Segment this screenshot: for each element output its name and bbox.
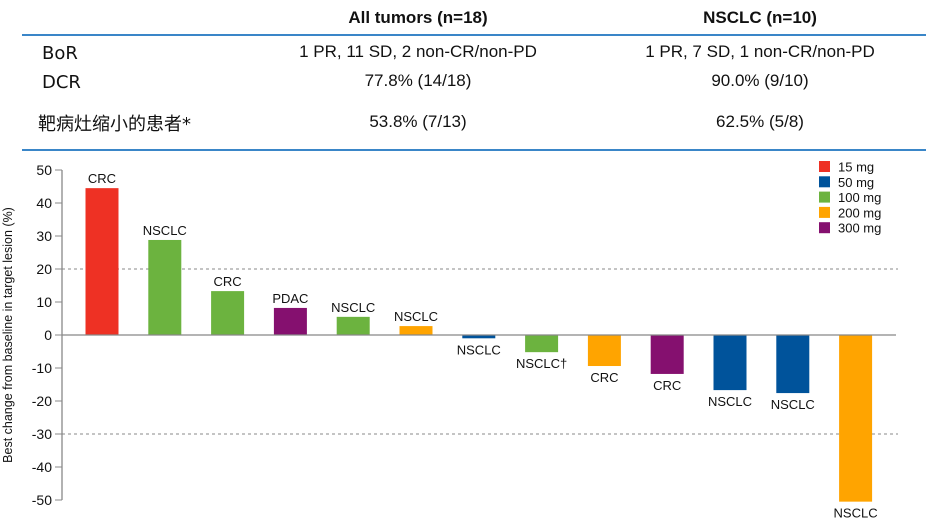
legend-label: 100 mg xyxy=(838,190,881,205)
row-label-bor: BoR xyxy=(42,43,78,64)
bar-label: NSCLC xyxy=(708,394,752,409)
cell-shrink-all: 53.8% (7/13) xyxy=(369,112,467,131)
table-bottom-divider xyxy=(22,149,926,151)
bar-label: NSCLC xyxy=(143,223,187,238)
row-label-target-shrinkage: 靶病灶缩小的患者* xyxy=(38,114,191,135)
legend-swatch xyxy=(819,206,830,218)
y-tick-label: 30 xyxy=(36,228,52,244)
legend-swatch xyxy=(819,161,830,172)
y-tick-label: -30 xyxy=(32,426,52,442)
bar-label: NSCLC xyxy=(331,300,375,315)
y-tick-label: -20 xyxy=(32,393,52,409)
bar-label: NSCLC† xyxy=(516,356,567,371)
legend-swatch xyxy=(819,222,830,234)
column-header-all-tumors: All tumors (n=18) xyxy=(348,8,488,27)
bar xyxy=(399,326,433,335)
bar xyxy=(839,335,873,502)
column-header-nsclc: NSCLC (n=10) xyxy=(703,8,817,27)
legend-label: 200 mg xyxy=(838,205,881,220)
bar xyxy=(148,239,182,335)
bar-label: CRC xyxy=(88,171,116,186)
legend-swatch xyxy=(819,176,830,188)
bar-label: CRC xyxy=(214,274,242,289)
bar xyxy=(776,335,810,394)
cell-dcr-all: 77.8% (14/18) xyxy=(364,71,472,90)
cell-bor-nsclc: 1 PR, 7 SD, 1 non-CR/non-PD xyxy=(645,42,875,61)
cell-bor-all: 1 PR, 11 SD, 2 non-CR/non-PD xyxy=(299,42,537,61)
y-tick-label: 0 xyxy=(44,327,52,343)
bar xyxy=(587,335,621,367)
bar-label: NSCLC xyxy=(394,309,438,324)
bar xyxy=(211,291,245,335)
y-tick-label: -10 xyxy=(32,360,52,376)
bar-label: CRC xyxy=(653,378,681,393)
bar-label: NSCLC xyxy=(834,506,878,519)
y-tick-label: -50 xyxy=(32,492,52,508)
bar xyxy=(336,316,370,335)
bar xyxy=(273,307,307,335)
bar xyxy=(85,188,119,335)
legend-label: 300 mg xyxy=(838,221,881,236)
bar xyxy=(713,335,747,391)
y-tick-label: 10 xyxy=(36,294,52,310)
legend-label: 15 mg xyxy=(838,160,874,175)
bar xyxy=(462,335,496,339)
y-tick-label: 20 xyxy=(36,261,52,277)
y-tick-label: 40 xyxy=(36,195,52,211)
legend-label: 50 mg xyxy=(838,175,874,190)
row-label-dcr: DCR xyxy=(42,72,81,93)
bar xyxy=(650,335,684,374)
bar-label: PDAC xyxy=(272,291,308,306)
bar-label: CRC xyxy=(590,370,618,385)
bar-label: NSCLC xyxy=(457,342,501,357)
table-header-divider xyxy=(22,34,926,36)
y-tick-label: -40 xyxy=(32,459,52,475)
y-axis-label: Best change from baseline in target lesi… xyxy=(1,207,15,463)
bar-label: NSCLC xyxy=(771,397,815,412)
y-tick-label: 50 xyxy=(36,162,52,178)
cell-shrink-nsclc: 62.5% (5/8) xyxy=(716,112,804,131)
legend-swatch xyxy=(819,191,830,203)
bar xyxy=(525,335,559,353)
cell-dcr-nsclc: 90.0% (9/10) xyxy=(711,71,809,90)
